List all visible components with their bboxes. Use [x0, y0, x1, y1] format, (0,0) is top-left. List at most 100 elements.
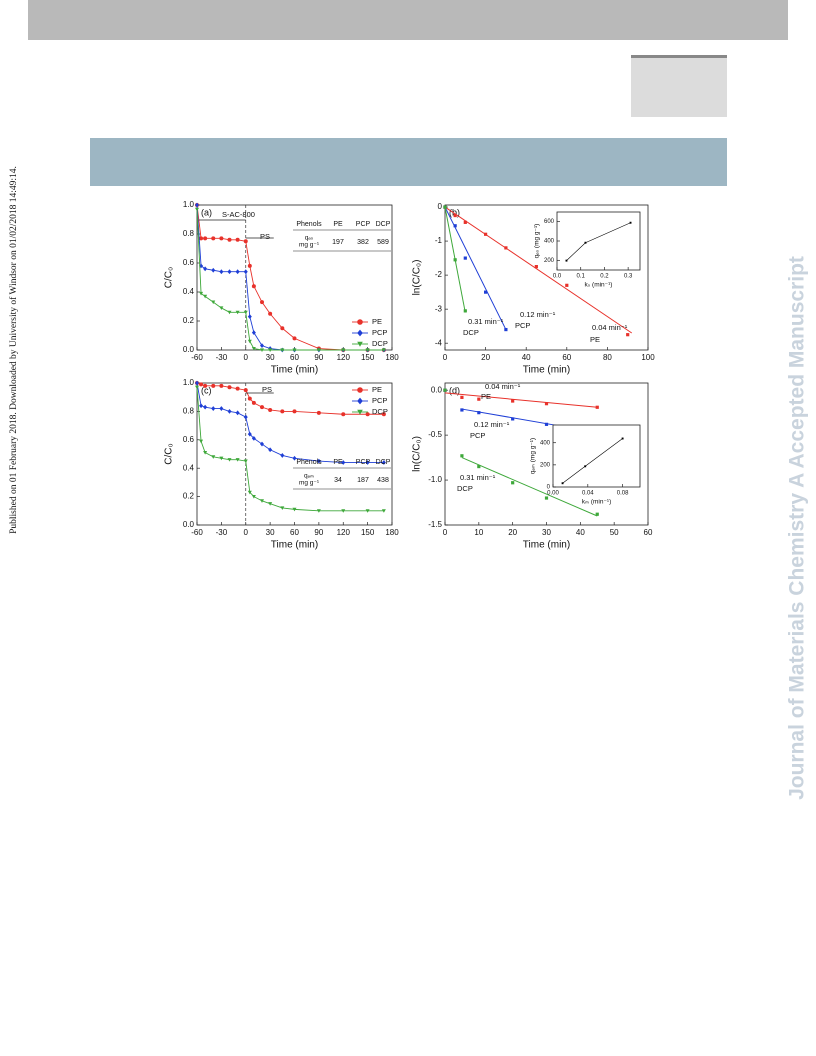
x-tick-label: 30	[266, 528, 275, 537]
y-tick-label: 0.6	[183, 435, 195, 444]
data-point	[199, 403, 204, 409]
data-point	[453, 213, 457, 218]
y-tick-label: -1.5	[428, 520, 442, 529]
data-point	[280, 453, 285, 458]
header-bar	[28, 0, 788, 40]
data-point	[227, 237, 232, 242]
x-tick-label: -30	[216, 353, 228, 362]
legend-label: PE	[372, 385, 382, 394]
data-point	[621, 437, 624, 440]
data-point	[203, 404, 208, 410]
data-point	[203, 450, 208, 455]
data-point	[260, 441, 264, 447]
legend-label: DCP	[372, 407, 388, 416]
data-point	[381, 348, 386, 352]
y-axis-label: C/C₀	[164, 443, 175, 464]
data-point	[227, 269, 232, 275]
x-tick-label: 10	[474, 528, 483, 537]
data-point	[316, 410, 321, 415]
data-point	[626, 333, 630, 337]
x-tick-label: 80	[603, 353, 612, 362]
data-point	[544, 422, 549, 426]
x-tick-label: 90	[314, 353, 323, 362]
data-point	[511, 417, 515, 421]
x-axis-label: kₘ (min⁻¹)	[582, 499, 612, 506]
data-point	[341, 509, 346, 513]
data-point	[227, 409, 232, 414]
data-point	[365, 460, 370, 465]
x-tick-label: 0.0	[553, 274, 562, 280]
data-point	[227, 458, 232, 462]
x-tick-label: 60	[644, 528, 653, 537]
table-header: PE	[333, 221, 343, 228]
x-tick-label: 150	[361, 528, 375, 537]
x-tick-label: 0.00	[547, 491, 559, 497]
x-tick-label: 60	[290, 528, 299, 537]
x-tick-label: 0	[244, 528, 249, 537]
x-tick-label: 60	[290, 353, 299, 362]
y-tick-label: -1.0	[428, 475, 442, 484]
x-axis-label: Time (min)	[523, 540, 570, 551]
data-point	[381, 460, 386, 465]
y-tick-label: 0.0	[183, 345, 195, 354]
title-bar	[90, 138, 727, 186]
data-point	[365, 509, 370, 513]
data-point	[544, 496, 549, 500]
side-note: Published on 01 February 2018. Downloade…	[8, 166, 19, 534]
data-point	[268, 348, 273, 352]
data-point	[365, 412, 370, 417]
x-tick-label: -60	[191, 353, 203, 362]
data-point	[243, 388, 248, 393]
data-point	[381, 412, 386, 417]
data-point	[357, 341, 363, 347]
annotation: PCP	[515, 321, 530, 330]
y-tick-label: 1.0	[183, 200, 195, 209]
data-point	[260, 405, 264, 410]
legend-label: PCP	[372, 328, 387, 337]
x-tick-label: -60	[191, 528, 203, 537]
data-point	[504, 327, 508, 332]
y-axis-label: C/C₀	[164, 267, 175, 288]
logo-box	[631, 55, 727, 117]
annotation: 0.04 min⁻¹	[592, 323, 628, 332]
annotation: DCP	[463, 328, 479, 337]
data-point	[235, 386, 240, 391]
x-axis-label: Time (min)	[271, 540, 318, 551]
x-axis-label: Time (min)	[523, 365, 570, 376]
table-cell: 438	[377, 477, 389, 484]
data-point	[443, 388, 447, 392]
data-point	[292, 455, 297, 461]
x-tick-label: 40	[576, 528, 585, 537]
x-tick-label: 0.2	[600, 274, 609, 280]
y-tick-label: -1	[435, 236, 443, 245]
data-point	[243, 269, 248, 275]
table-header: Phenols	[296, 459, 322, 466]
annotation: PS	[262, 385, 272, 394]
y-tick-label: 200	[540, 462, 551, 468]
data-point	[565, 259, 568, 262]
data-point	[484, 232, 488, 236]
x-tick-label: 0.08	[617, 491, 629, 497]
data-point	[280, 506, 285, 510]
data-point	[357, 329, 363, 337]
y-tick-label: -0.5	[428, 430, 442, 439]
x-tick-label: 30	[542, 528, 551, 537]
y-tick-label: 400	[544, 239, 555, 245]
x-axis-label: kₛ (min⁻¹)	[585, 282, 613, 289]
table-header: Phenols	[296, 221, 322, 228]
x-tick-label: 40	[522, 353, 531, 362]
data-point	[251, 435, 256, 441]
data-point	[251, 330, 256, 335]
annotation: 0.12 min⁻¹	[474, 420, 510, 429]
data-point	[341, 348, 346, 352]
data-point	[260, 348, 264, 352]
y-tick-label: 1.0	[183, 378, 195, 387]
data-point	[203, 236, 208, 241]
data-point	[203, 383, 208, 388]
x-tick-label: 0	[443, 528, 448, 537]
data-point	[199, 236, 204, 241]
data-point	[341, 460, 346, 465]
panel-label: (d)	[449, 385, 460, 395]
legend-label: DCP	[372, 339, 388, 348]
data-point	[199, 439, 204, 444]
